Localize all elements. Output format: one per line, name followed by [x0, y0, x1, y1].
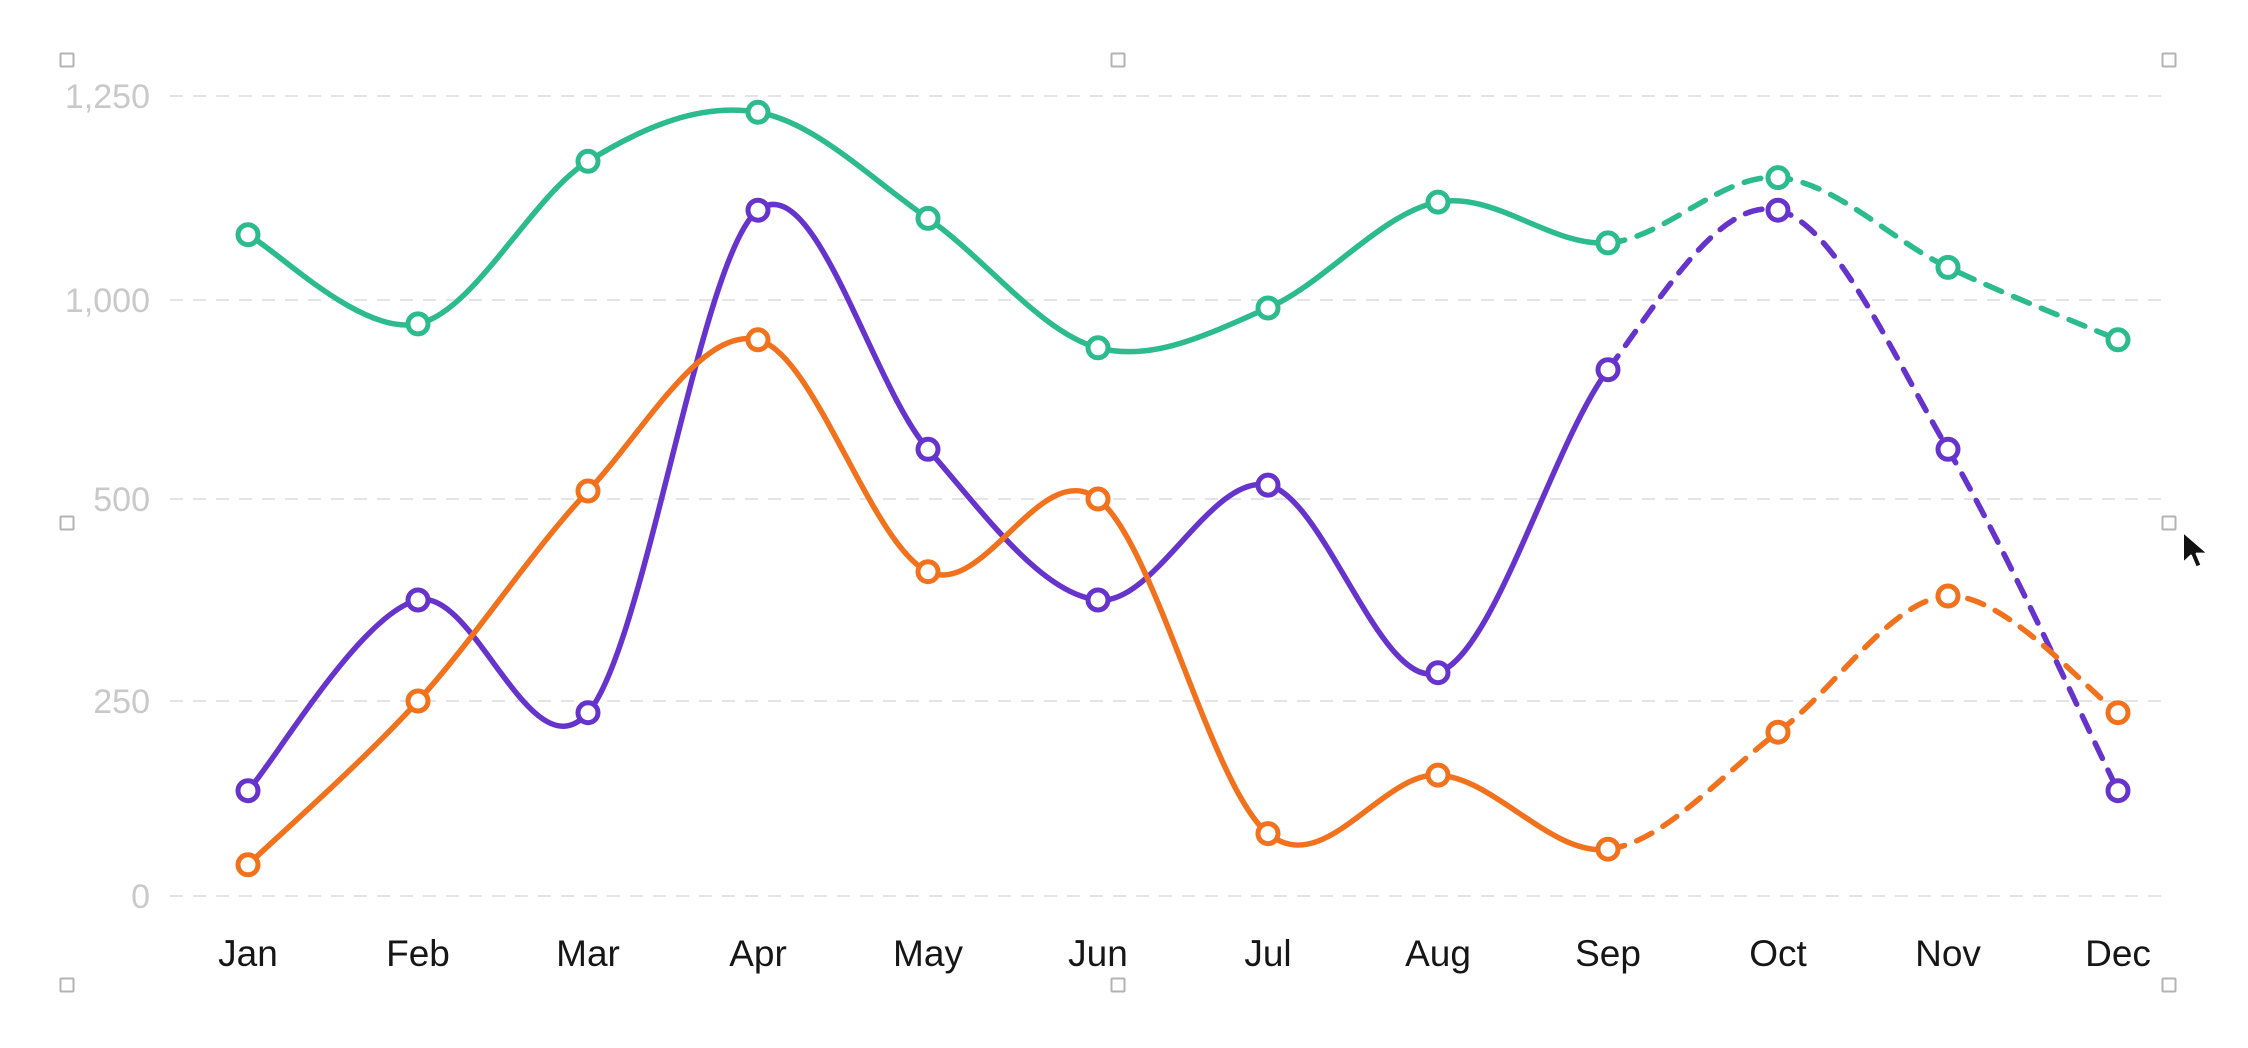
- series-purple-data-point: [745, 197, 771, 223]
- series-purple-data-point: [915, 436, 941, 462]
- series-teal-data-point: [745, 99, 771, 125]
- x-category-label: Feb: [386, 933, 450, 974]
- series-orange-data-point: [575, 478, 601, 504]
- series-purple-data-point: [235, 778, 261, 804]
- series-orange-data-point: [1425, 762, 1451, 788]
- series-orange-line-dashed: [1605, 593, 2121, 852]
- series-teal-data-point: [1255, 295, 1281, 321]
- series-orange-data-point: [1935, 583, 1961, 609]
- series-purple-data-point: [1765, 197, 1791, 223]
- x-category-label: Nov: [1915, 933, 1981, 974]
- series-orange-data-point: [1255, 821, 1281, 847]
- series-teal-data-point: [1935, 254, 1961, 280]
- y-tick-label: 250: [93, 683, 150, 721]
- x-category-label: Dec: [2085, 933, 2151, 974]
- x-category-label: Jun: [1068, 933, 1128, 974]
- selection-handle-top-center[interactable]: [1110, 52, 1126, 68]
- x-category-label: Aug: [1405, 933, 1471, 974]
- series-orange-data-point: [405, 688, 431, 714]
- series-orange-data-point: [745, 327, 771, 353]
- x-category-label: Jul: [1244, 933, 1291, 974]
- x-category-label: May: [893, 933, 963, 974]
- series-teal-data-point: [1595, 230, 1621, 256]
- series-purple-line-solid: [245, 201, 1611, 794]
- y-tick-label: 500: [93, 481, 150, 519]
- series-purple-data-point: [1935, 436, 1961, 462]
- series-purple-data-point: [1425, 660, 1451, 686]
- y-tick-label: 1,250: [65, 78, 150, 116]
- y-tick-label: 0: [131, 878, 150, 916]
- series-orange-data-point: [1765, 719, 1791, 745]
- selection-handle-bottom-right[interactable]: [2161, 977, 2177, 993]
- series-teal-data-point: [405, 311, 431, 337]
- y-tick-label: 1,000: [65, 282, 150, 320]
- series-teal-data-point: [235, 222, 261, 248]
- x-category-label: Mar: [556, 933, 620, 974]
- selection-handle-middle-left[interactable]: [59, 515, 75, 531]
- series-orange-data-point: [915, 559, 941, 585]
- selection-handle-middle-right[interactable]: [2161, 515, 2177, 531]
- series-orange-data-point: [1085, 486, 1111, 512]
- series-teal-data-point: [1085, 335, 1111, 361]
- series-teal-line-dashed: [1605, 174, 2121, 343]
- series-teal-data-point: [575, 148, 601, 174]
- selection-handle-top-left[interactable]: [59, 52, 75, 68]
- selection-handle-top-right[interactable]: [2161, 52, 2177, 68]
- x-category-label: Sep: [1575, 933, 1641, 974]
- series-orange-data-point: [2105, 700, 2131, 726]
- selection-handle-bottom-center[interactable]: [1110, 977, 1126, 993]
- series-teal-data-point: [1425, 189, 1451, 215]
- selection-handle-bottom-left[interactable]: [59, 977, 75, 993]
- series-orange-data-point: [1595, 836, 1621, 862]
- series-purple-data-point: [1595, 357, 1621, 383]
- series-purple-data-point: [1085, 587, 1111, 613]
- x-category-label: Apr: [729, 933, 787, 974]
- series-teal-data-point: [2105, 327, 2131, 353]
- series-teal-line-solid: [245, 107, 1611, 355]
- series-purple-data-point: [575, 700, 601, 726]
- series-purple-data-point: [1255, 472, 1281, 498]
- series-purple-data-point: [2105, 778, 2131, 804]
- series-teal-data-point: [915, 205, 941, 231]
- series-teal-data-point: [1765, 165, 1791, 191]
- series-orange-data-point: [235, 852, 261, 878]
- x-category-label: Jan: [218, 933, 278, 974]
- series-purple-data-point: [405, 587, 431, 613]
- series-orange-line-solid: [245, 335, 1611, 868]
- x-category-label: Oct: [1749, 933, 1807, 974]
